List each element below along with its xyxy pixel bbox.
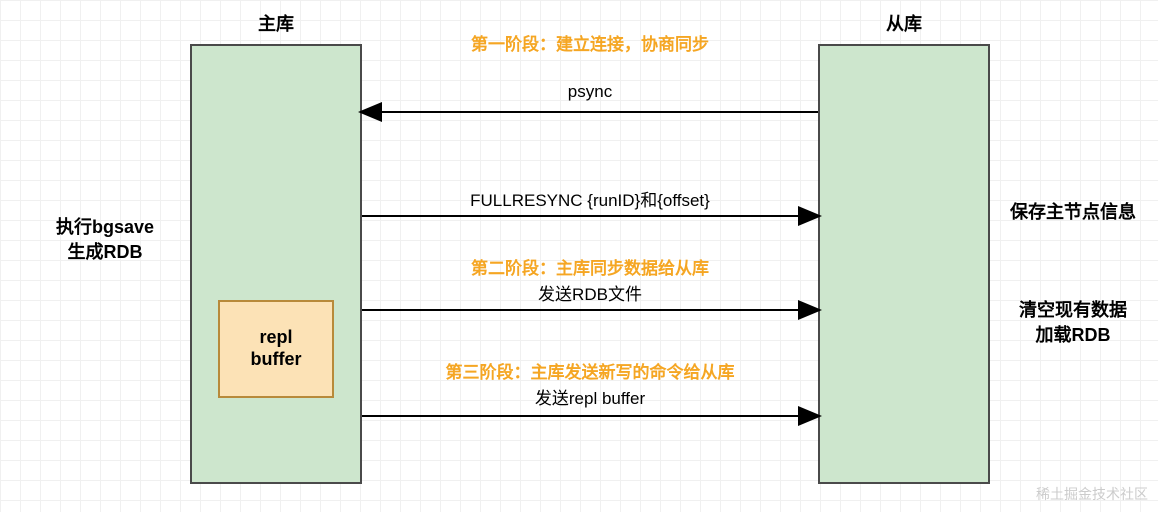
right-side-label-1: 保存主节点信息 <box>998 200 1148 225</box>
slave-box <box>818 44 990 484</box>
slave-title: 从库 <box>818 10 990 36</box>
left-side-label: 执行bgsave 生成RDB <box>30 215 180 265</box>
arrow-psync <box>362 106 818 120</box>
repl-buffer-box: repl buffer <box>218 300 334 398</box>
stage-1-label: 第一阶段：建立连接，协商同步 <box>362 30 818 55</box>
left-side-line2: 生成RDB <box>30 240 180 265</box>
stage-3-label: 第三阶段：主库发送新写的命令给从库 <box>362 358 818 383</box>
stage-2-label: 第二阶段：主库同步数据给从库 <box>362 254 818 279</box>
right-side-label-2: 清空现有数据 加载RDB <box>998 298 1148 348</box>
right-side-2-line2: 加载RDB <box>998 323 1148 348</box>
right-side-2-line1: 清空现有数据 <box>998 298 1148 323</box>
repl-buffer-line1: repl <box>259 327 292 349</box>
psync-label: psync <box>362 82 818 102</box>
replbuf-label: 发送repl buffer <box>362 384 818 409</box>
arrow-rdb <box>362 304 818 318</box>
master-box <box>190 44 362 484</box>
master-title: 主库 <box>190 10 362 36</box>
repl-buffer-line2: buffer <box>251 349 302 371</box>
watermark: 稀土掘金技术社区 <box>1036 484 1148 504</box>
left-side-line1: 执行bgsave <box>30 215 180 240</box>
rdb-label: 发送RDB文件 <box>362 280 818 305</box>
fullresync-label: FULLRESYNC {runID}和{offset} <box>362 186 818 211</box>
arrow-replbuf <box>362 410 818 424</box>
arrow-fullresync <box>362 210 818 224</box>
